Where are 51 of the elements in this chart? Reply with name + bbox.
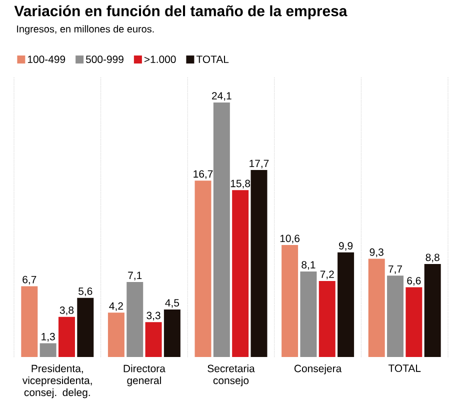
bar	[232, 190, 249, 357]
x-tick-label: Secretaria consejo	[208, 364, 255, 386]
bar	[40, 343, 56, 357]
x-tick-label: Presidenta, vicepresidenta, consej. deleg.	[22, 364, 92, 398]
chart-subtitle: Ingresos, en millones de euros.	[17, 25, 154, 34]
data-label: 3,3	[146, 312, 160, 320]
bar	[318, 280, 336, 357]
data-label: 15,8	[230, 180, 250, 188]
data-label: 10,6	[280, 234, 300, 244]
bar	[108, 312, 124, 357]
x-tick-label: Directora general	[124, 364, 166, 386]
data-label: 1,3	[42, 332, 55, 342]
bar	[387, 276, 404, 357]
data-label: 8,1	[302, 261, 316, 270]
bar	[406, 287, 422, 357]
data-label: 6,7	[22, 276, 36, 285]
bar	[58, 316, 75, 357]
legend-label: >1.000	[144, 56, 176, 64]
legend-label: 100-499	[28, 56, 66, 64]
data-label: 8,8	[426, 254, 440, 262]
bar	[300, 271, 317, 357]
data-label: 4,5	[165, 299, 180, 308]
bar	[77, 298, 94, 357]
legend-label: TOTAL	[196, 56, 229, 64]
data-label: 5,6	[78, 288, 92, 296]
x-tick-label: TOTAL	[388, 364, 421, 372]
data-label: 6,6	[407, 276, 421, 286]
chart-title: Variación en función del tamaño de la empresa	[14, 5, 348, 20]
bar	[213, 102, 230, 357]
x-tick-label: Consejera	[294, 364, 342, 374]
data-label: 16,7	[194, 170, 213, 179]
data-label: 7,1	[128, 272, 142, 280]
bar	[368, 258, 385, 357]
bar	[338, 252, 354, 357]
bar	[126, 282, 144, 357]
data-label: 7,7	[388, 265, 402, 274]
bar	[145, 322, 162, 357]
bar	[21, 286, 38, 357]
bar	[194, 180, 212, 357]
data-label: 9,9	[339, 242, 353, 251]
bar	[424, 264, 441, 357]
bar	[282, 245, 298, 357]
data-label: 3,8	[60, 306, 74, 316]
data-label: 17,7	[250, 160, 269, 168]
bar	[164, 309, 180, 357]
legend-label: 500-999	[86, 56, 124, 64]
bar	[250, 170, 268, 357]
data-label: 24,1	[212, 92, 232, 101]
data-label: 9,3	[370, 248, 384, 258]
data-label: 4,2	[109, 302, 123, 311]
data-label: 7,2	[320, 270, 334, 280]
